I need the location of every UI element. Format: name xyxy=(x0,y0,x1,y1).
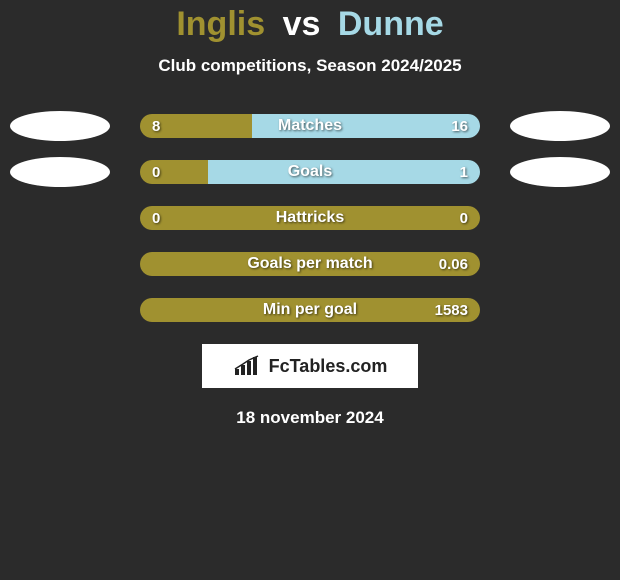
stat-value-right: 16 xyxy=(451,114,468,138)
player1-avatar xyxy=(10,157,110,187)
stat-label: Min per goal xyxy=(140,298,480,322)
stat-label: Goals per match xyxy=(140,252,480,276)
stat-label: Matches xyxy=(140,114,480,138)
stat-value-left: 8 xyxy=(152,114,160,138)
player1-name: Inglis xyxy=(176,5,265,43)
stat-row: Min per goal1583 xyxy=(0,298,620,322)
stat-value-right: 1 xyxy=(460,160,468,184)
stat-row: Matches8 16 xyxy=(0,114,620,138)
stat-value-right: 0 xyxy=(460,206,468,230)
stats-list: Matches816Goals01Hattricks00Goals per ma… xyxy=(0,114,620,322)
vs-label: vs xyxy=(283,5,321,43)
stat-row: Hattricks0 0 xyxy=(0,206,620,230)
stat-label: Hattricks xyxy=(140,206,480,230)
stat-bar: Hattricks0 0 xyxy=(140,206,480,230)
page-title: Inglis vs Dunne xyxy=(0,5,620,44)
stat-value-left: 0 xyxy=(152,206,160,230)
player2-avatar xyxy=(510,157,610,187)
stat-row: Goals per match0.06 xyxy=(0,252,620,276)
branding-text: FcTables.com xyxy=(269,356,388,377)
branding-badge: FcTables.com xyxy=(202,344,418,388)
chart-icon xyxy=(233,355,263,377)
player2-name: Dunne xyxy=(338,5,444,43)
stat-bar: Goals0 1 xyxy=(140,160,480,184)
player2-avatar xyxy=(510,111,610,141)
stat-row: Goals0 1 xyxy=(0,160,620,184)
stat-bar: Min per goal1583 xyxy=(140,298,480,322)
subtitle: Club competitions, Season 2024/2025 xyxy=(0,56,620,76)
date-label: 18 november 2024 xyxy=(0,408,620,428)
stat-value-left: 0 xyxy=(152,160,160,184)
stat-value-right: 1583 xyxy=(435,298,468,322)
player1-avatar xyxy=(10,111,110,141)
stat-value-right: 0.06 xyxy=(439,252,468,276)
comparison-card: Inglis vs Dunne Club competitions, Seaso… xyxy=(0,0,620,428)
stat-label: Goals xyxy=(140,160,480,184)
stat-bar: Goals per match0.06 xyxy=(140,252,480,276)
stat-bar: Matches8 16 xyxy=(140,114,480,138)
